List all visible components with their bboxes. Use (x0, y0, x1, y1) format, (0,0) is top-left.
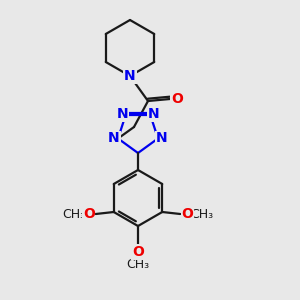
Text: N: N (148, 107, 159, 121)
Text: N: N (124, 69, 136, 83)
Text: O: O (171, 92, 183, 106)
Text: N: N (117, 107, 128, 121)
Text: O: O (132, 245, 144, 259)
Text: N: N (108, 131, 120, 146)
Text: CH₃: CH₃ (191, 208, 214, 220)
Text: N: N (156, 131, 168, 146)
Text: CH₃: CH₃ (126, 257, 150, 271)
Text: CH₃: CH₃ (62, 208, 85, 220)
Text: O: O (181, 207, 193, 221)
Text: O: O (83, 207, 95, 221)
